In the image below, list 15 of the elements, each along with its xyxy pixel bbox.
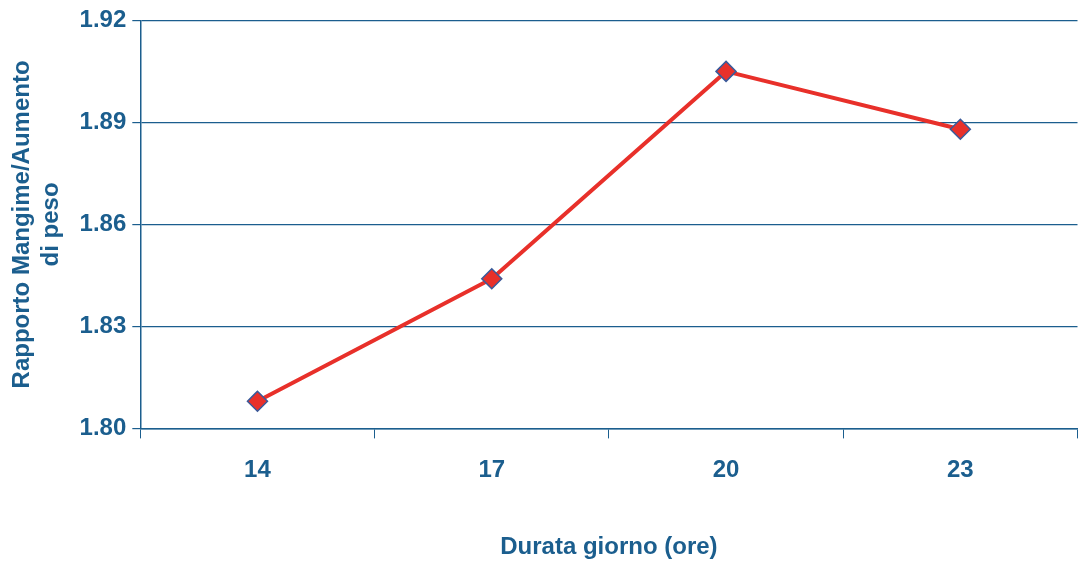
x-axis-title: Durata giorno (ore) — [500, 532, 718, 560]
y-tick-label: 1.92 — [79, 5, 127, 33]
x-tick-label: 23 — [947, 455, 974, 483]
x-tick-label: 14 — [244, 455, 272, 483]
y-axis-title: Rapporto Mangime/Aumento di peso — [7, 60, 63, 389]
point — [481, 268, 503, 290]
point — [949, 118, 972, 140]
y-tick-label: 1.86 — [79, 209, 127, 237]
y-tick-label: 1.80 — [79, 413, 127, 441]
x-tick-label: 17 — [478, 455, 506, 483]
x-tick-label: 20 — [712, 455, 740, 483]
point — [246, 390, 269, 412]
point — [715, 60, 737, 83]
y-tick-label: 1.89 — [79, 107, 127, 135]
y-tick-label: 1.83 — [79, 311, 127, 339]
